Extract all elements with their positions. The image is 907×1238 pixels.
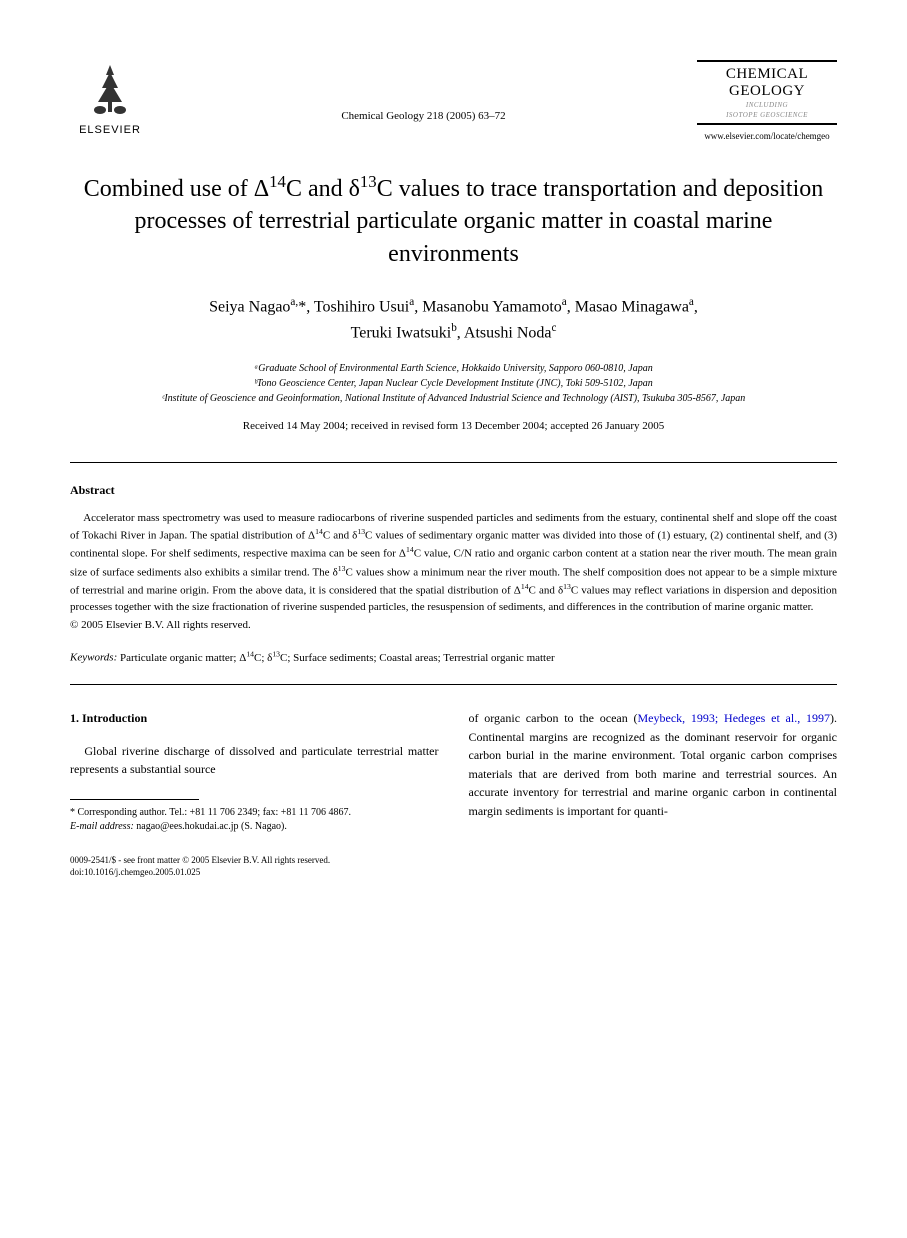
journal-url: www.elsevier.com/locate/chemgeo xyxy=(697,131,837,141)
journal-sub-2: ISOTOPE GEOSCIENCE xyxy=(697,111,837,119)
affiliation-a: ᵃGraduate School of Environmental Earth … xyxy=(70,361,837,376)
footnote-separator xyxy=(70,799,199,800)
affiliation-b: ᵇTono Geoscience Center, Japan Nuclear C… xyxy=(70,376,837,391)
affiliations: ᵃGraduate School of Environmental Earth … xyxy=(70,361,837,406)
footer-doi: doi:10.1016/j.chemgeo.2005.01.025 xyxy=(70,866,837,879)
abstract-copyright: © 2005 Elsevier B.V. All rights reserved… xyxy=(70,619,837,631)
email-value: nagao@ees.hokudai.ac.jp (S. Nagao). xyxy=(136,821,287,832)
article-title: Combined use of Δ14C and δ13C values to … xyxy=(70,171,837,270)
footer-front-matter: 0009-2541/$ - see front matter © 2005 El… xyxy=(70,854,837,867)
journal-sub-1: INCLUDING xyxy=(697,101,837,109)
email-label: E-mail address: xyxy=(70,821,134,832)
journal-name-2: GEOLOGY xyxy=(697,83,837,100)
intro-heading: 1. Introduction xyxy=(70,709,439,728)
publisher-name: ELSEVIER xyxy=(79,124,141,136)
body-columns: 1. Introduction Global riverine discharg… xyxy=(70,709,837,834)
corresponding-author: * Corresponding author. Tel.: +81 11 706… xyxy=(70,806,439,820)
intro-para-1: Global riverine discharge of dissolved a… xyxy=(70,742,439,779)
keywords-label: Keywords: xyxy=(70,652,117,664)
page-header: ELSEVIER Chemical Geology 218 (2005) 63–… xyxy=(70,60,837,141)
journal-title-box: CHEMICAL GEOLOGY INCLUDING ISOTOPE GEOSC… xyxy=(697,60,837,125)
citation-line: Chemical Geology 218 (2005) 63–72 xyxy=(150,60,697,122)
keywords-text: Particulate organic matter; Δ14C; δ13C; … xyxy=(120,652,555,664)
author-list: Seiya Nagaoa,*, Toshihiro Usuia, Masanob… xyxy=(70,294,837,345)
article-dates: Received 14 May 2004; received in revise… xyxy=(70,420,837,432)
publisher-logo: ELSEVIER xyxy=(70,60,150,136)
column-right: of organic carbon to the ocean (Meybeck,… xyxy=(469,709,838,834)
keywords: Keywords: Particulate organic matter; Δ1… xyxy=(70,649,837,664)
divider-top xyxy=(70,462,837,463)
abstract-text: Accelerator mass spectrometry was used t… xyxy=(70,510,837,616)
journal-name-1: CHEMICAL xyxy=(697,66,837,83)
divider-bottom xyxy=(70,684,837,685)
affiliation-c: ᶜInstitute of Geoscience and Geoinformat… xyxy=(70,391,837,406)
abstract-heading: Abstract xyxy=(70,483,837,498)
elsevier-tree-icon xyxy=(80,60,140,120)
journal-box: CHEMICAL GEOLOGY INCLUDING ISOTOPE GEOSC… xyxy=(697,60,837,141)
column-left: 1. Introduction Global riverine discharg… xyxy=(70,709,439,834)
intro-para-2: of organic carbon to the ocean (Meybeck,… xyxy=(469,709,838,821)
page-footer: 0009-2541/$ - see front matter © 2005 El… xyxy=(70,854,837,879)
author-email: E-mail address: nagao@ees.hokudai.ac.jp … xyxy=(70,820,439,834)
